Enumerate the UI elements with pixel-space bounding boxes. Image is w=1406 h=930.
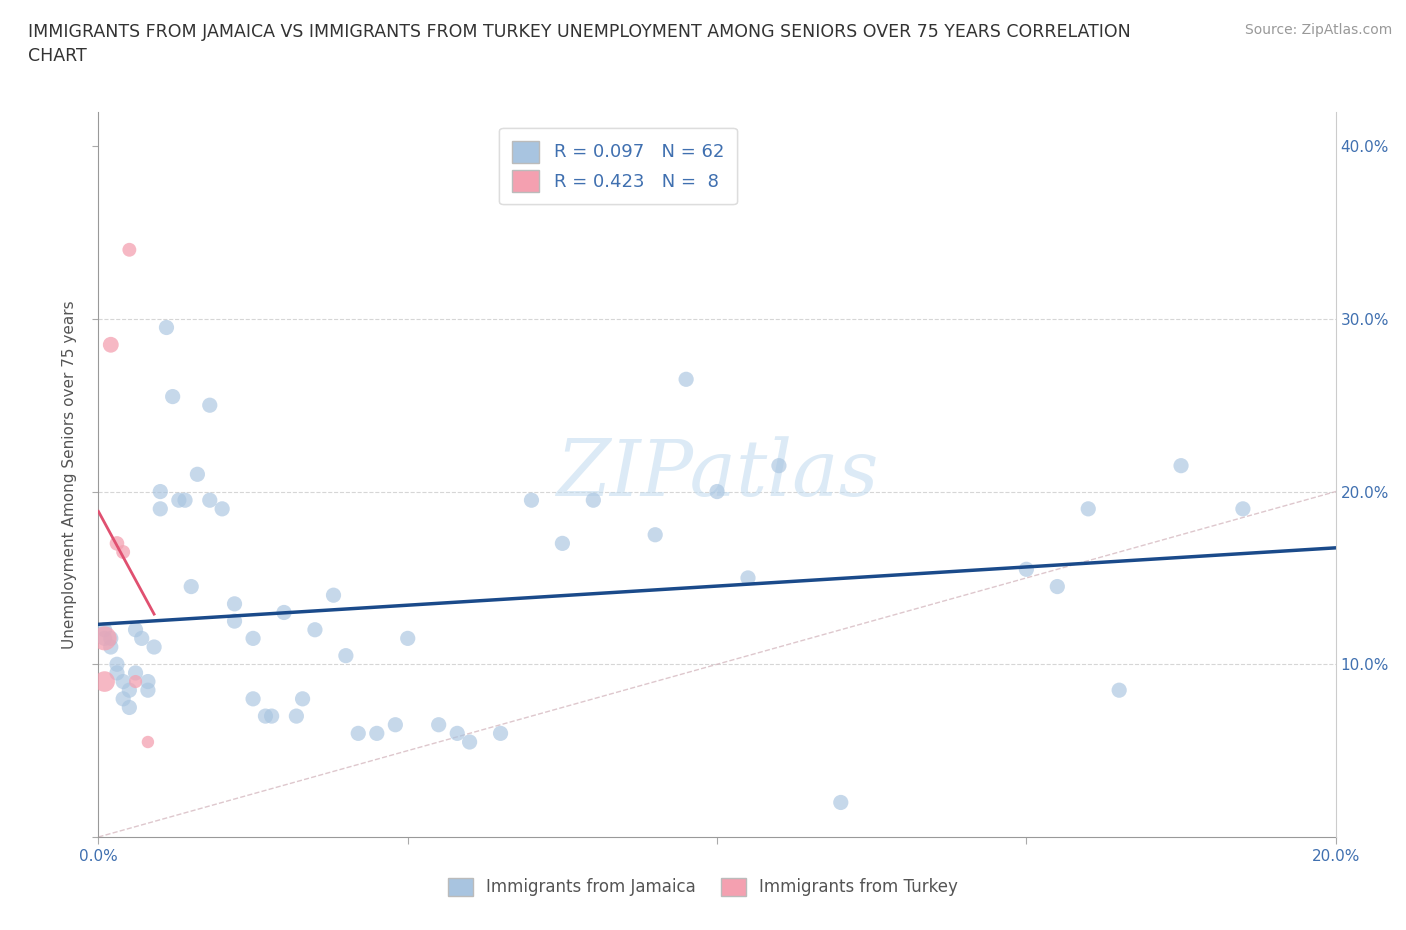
Text: IMMIGRANTS FROM JAMAICA VS IMMIGRANTS FROM TURKEY UNEMPLOYMENT AMONG SENIORS OVE: IMMIGRANTS FROM JAMAICA VS IMMIGRANTS FR…: [28, 23, 1130, 65]
Point: [167, 493, 190, 508]
Point: [737, 570, 759, 585]
Point: [260, 709, 283, 724]
Point: [322, 588, 344, 603]
Point: [136, 683, 159, 698]
Point: [242, 691, 264, 706]
Point: [174, 493, 197, 508]
Point: [149, 485, 172, 499]
Point: [162, 389, 184, 404]
Point: [1232, 501, 1254, 516]
Point: [124, 666, 146, 681]
Point: [198, 493, 221, 508]
Point: [520, 493, 543, 508]
Text: Source: ZipAtlas.com: Source: ZipAtlas.com: [1244, 23, 1392, 37]
Point: [273, 605, 295, 620]
Point: [112, 691, 135, 706]
Point: [304, 622, 326, 637]
Y-axis label: Unemployment Among Seniors over 75 years: Unemployment Among Seniors over 75 years: [62, 300, 77, 648]
Point: [118, 243, 141, 258]
Point: [582, 493, 605, 508]
Point: [644, 527, 666, 542]
Point: [285, 709, 308, 724]
Point: [112, 674, 135, 689]
Point: [186, 467, 208, 482]
Point: [198, 398, 221, 413]
Point: [93, 631, 115, 645]
Text: ZIPatlas: ZIPatlas: [555, 436, 879, 512]
Point: [768, 458, 790, 473]
Point: [105, 657, 128, 671]
Point: [124, 622, 146, 637]
Point: [180, 579, 202, 594]
Point: [136, 674, 159, 689]
Point: [118, 700, 141, 715]
Point: [155, 320, 177, 335]
Point: [458, 735, 481, 750]
Point: [446, 726, 468, 741]
Point: [105, 666, 128, 681]
Point: [706, 485, 728, 499]
Point: [254, 709, 277, 724]
Point: [100, 640, 122, 655]
Point: [675, 372, 697, 387]
Point: [224, 614, 246, 629]
Point: [1108, 683, 1130, 698]
Point: [291, 691, 314, 706]
Point: [124, 674, 146, 689]
Point: [384, 717, 406, 732]
Point: [489, 726, 512, 741]
Point: [100, 338, 122, 352]
Point: [211, 501, 233, 516]
Legend: Immigrants from Jamaica, Immigrants from Turkey: Immigrants from Jamaica, Immigrants from…: [441, 871, 965, 903]
Point: [347, 726, 370, 741]
Point: [93, 622, 115, 637]
Point: [366, 726, 388, 741]
Point: [427, 717, 450, 732]
Point: [136, 735, 159, 750]
Point: [112, 545, 135, 560]
Point: [143, 640, 166, 655]
Point: [93, 631, 115, 645]
Point: [1170, 458, 1192, 473]
Point: [149, 501, 172, 516]
Legend: R = 0.097   N = 62, R = 0.423   N =  8: R = 0.097 N = 62, R = 0.423 N = 8: [499, 128, 737, 205]
Point: [100, 631, 122, 645]
Point: [93, 674, 115, 689]
Point: [105, 536, 128, 551]
Point: [118, 683, 141, 698]
Point: [131, 631, 153, 645]
Point: [1046, 579, 1069, 594]
Point: [830, 795, 852, 810]
Point: [224, 596, 246, 611]
Point: [1015, 562, 1038, 577]
Point: [551, 536, 574, 551]
Point: [1077, 501, 1099, 516]
Point: [242, 631, 264, 645]
Point: [335, 648, 357, 663]
Point: [396, 631, 419, 645]
